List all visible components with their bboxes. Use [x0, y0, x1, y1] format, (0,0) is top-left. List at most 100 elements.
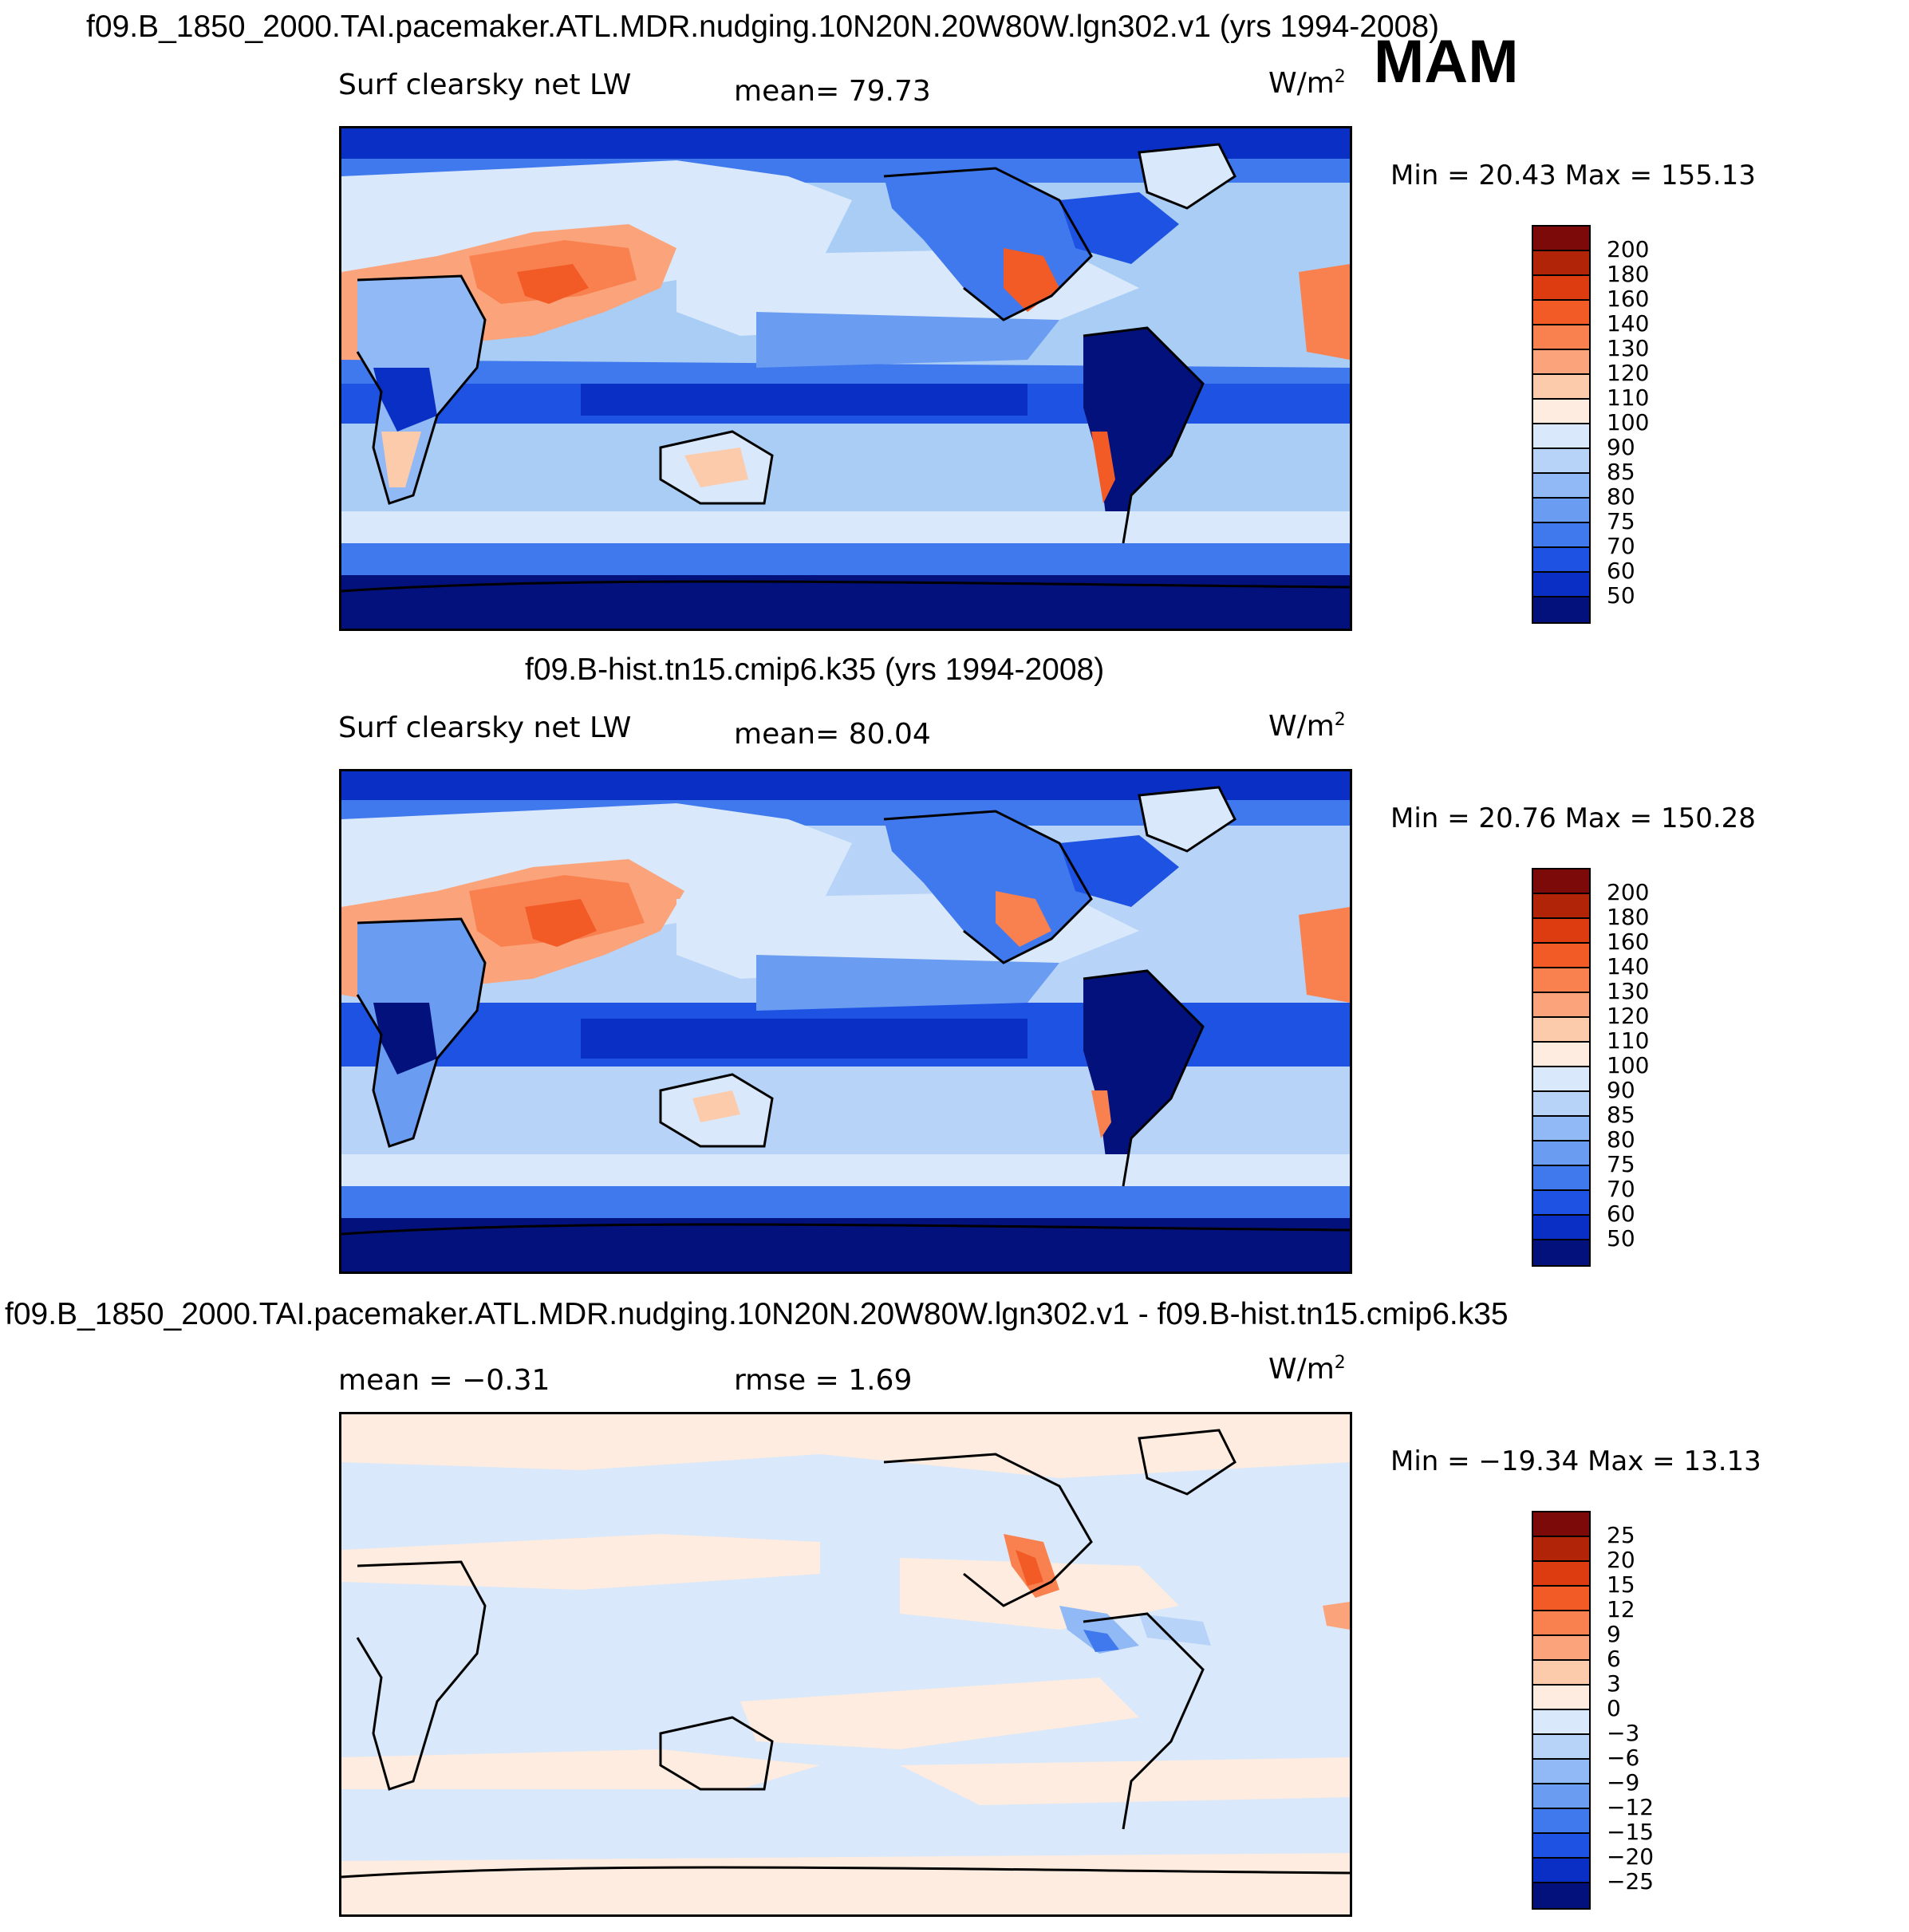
colorbar-label: −6 — [1607, 1745, 1640, 1771]
colorbar-label: 70 — [1607, 1176, 1635, 1202]
colorbar-segment — [1533, 1587, 1589, 1611]
colorbar-segment — [1533, 251, 1589, 276]
panel-1-units-text: W/m — [1268, 67, 1335, 100]
colorbar-label: 110 — [1607, 384, 1650, 411]
colorbar-segment — [1533, 523, 1589, 548]
panel-1-minmax: Min = 20.43 Max = 155.13 — [1390, 160, 1756, 191]
colorbar-label: 110 — [1607, 1027, 1650, 1054]
colorbar-segment — [1533, 869, 1589, 894]
colorbar-segment — [1533, 1686, 1589, 1710]
panel-3-units-text: W/m — [1268, 1353, 1335, 1386]
colorbar-segment — [1533, 1883, 1589, 1908]
panel-2-units-sup: 2 — [1334, 710, 1346, 730]
colorbar-label: 160 — [1607, 929, 1650, 955]
colorbar-segment — [1533, 1067, 1589, 1092]
colorbar-label: 140 — [1607, 310, 1650, 337]
colorbar-segment — [1533, 1735, 1589, 1760]
colorbar-label: 180 — [1607, 904, 1650, 930]
colorbar-segment — [1533, 499, 1589, 523]
colorbar-segment — [1533, 449, 1589, 474]
colorbar-segment — [1533, 1216, 1589, 1240]
colorbar-segment — [1533, 1141, 1589, 1166]
colorbar-segment — [1533, 573, 1589, 597]
colorbar-segment — [1533, 227, 1589, 251]
colorbar-segment — [1533, 1809, 1589, 1834]
colorbar-segment — [1533, 1562, 1589, 1587]
colorbar-segment — [1533, 375, 1589, 400]
colorbar-segment — [1533, 993, 1589, 1018]
colorbar-segment — [1533, 1760, 1589, 1784]
colorbar-segment — [1533, 1166, 1589, 1191]
panel-3-map-svg — [341, 1414, 1350, 1914]
colorbar-segment — [1533, 400, 1589, 424]
colorbar-label: 180 — [1607, 261, 1650, 287]
colorbar-label: 120 — [1607, 360, 1650, 386]
colorbar-label: 80 — [1607, 1126, 1635, 1153]
panel-2-units-text: W/m — [1268, 710, 1335, 743]
colorbar-segment — [1533, 919, 1589, 944]
colorbar-segment — [1533, 474, 1589, 499]
colorbar-segment — [1533, 1784, 1589, 1809]
colorbar-segment — [1533, 968, 1589, 993]
colorbar-label: 160 — [1607, 286, 1650, 312]
colorbar-label: 130 — [1607, 335, 1650, 361]
panel-1-units-sup: 2 — [1334, 67, 1346, 87]
colorbar-label: 85 — [1607, 459, 1635, 485]
panel-2-units: W/m2 — [1268, 710, 1346, 743]
colorbar-segment — [1533, 1092, 1589, 1117]
colorbar-label: −3 — [1607, 1720, 1640, 1746]
panel-1-title: f09.B_1850_2000.TAI.pacemaker.ATL.MDR.nu… — [86, 10, 1440, 44]
colorbar-label: −15 — [1607, 1819, 1655, 1845]
panel-2-map — [339, 769, 1352, 1274]
colorbar-label: −25 — [1607, 1868, 1655, 1895]
panel-3-units-sup: 2 — [1334, 1353, 1346, 1373]
colorbar-label: −9 — [1607, 1769, 1640, 1796]
panel-1-variable: Surf clearsky net LW — [338, 69, 632, 101]
colorbar-segment — [1533, 301, 1589, 325]
colorbar-label: 90 — [1607, 1077, 1635, 1103]
panel-2-variable: Surf clearsky net LW — [338, 712, 632, 744]
panel-2-title: f09.B-hist.tn15.cmip6.k35 (yrs 1994-2008… — [525, 653, 1105, 687]
colorbar-segment — [1533, 597, 1589, 622]
colorbar-segment — [1533, 1191, 1589, 1216]
colorbar-segment — [1533, 1834, 1589, 1859]
colorbar-segment — [1533, 1018, 1589, 1043]
colorbar-segment — [1533, 1859, 1589, 1883]
colorbar-label: 3 — [1607, 1670, 1621, 1697]
colorbar-segment — [1533, 1611, 1589, 1636]
colorbar-segment — [1533, 1661, 1589, 1686]
colorbar-label: 80 — [1607, 483, 1635, 510]
panel-3-rmse: rmse = 1.69 — [734, 1364, 913, 1397]
panel-3-title: f09.B_1850_2000.TAI.pacemaker.ATL.MDR.nu… — [5, 1297, 1509, 1331]
colorbar-label: 15 — [1607, 1571, 1635, 1598]
panel-3-mean: mean = −0.31 — [338, 1364, 550, 1397]
panel-1-mean: mean= 79.73 — [734, 75, 931, 108]
colorbar-segment — [1533, 424, 1589, 449]
colorbar-label: 100 — [1607, 409, 1650, 436]
panel-1-colorbar — [1532, 225, 1591, 624]
colorbar-segment — [1533, 1240, 1589, 1265]
colorbar-segment — [1533, 1117, 1589, 1141]
colorbar-label: 12 — [1607, 1596, 1635, 1622]
panel-3-units: W/m2 — [1268, 1353, 1346, 1386]
colorbar-label: 25 — [1607, 1522, 1635, 1548]
panel-3-minmax: Min = −19.34 Max = 13.13 — [1390, 1445, 1761, 1477]
colorbar-segment — [1533, 1636, 1589, 1661]
colorbar-label: 120 — [1607, 1003, 1650, 1029]
panel-2-map-svg — [341, 771, 1350, 1272]
panel-1-units: W/m2 — [1268, 67, 1346, 100]
colorbar-label: 50 — [1607, 1225, 1635, 1252]
panel-3-colorbar — [1532, 1511, 1591, 1910]
colorbar-label: 75 — [1607, 1151, 1635, 1177]
colorbar-segment — [1533, 350, 1589, 375]
colorbar-label: 75 — [1607, 508, 1635, 534]
colorbar-segment — [1533, 894, 1589, 919]
colorbar-segment — [1533, 944, 1589, 968]
colorbar-segment — [1533, 1537, 1589, 1562]
colorbar-segment — [1533, 548, 1589, 573]
colorbar-label: 20 — [1607, 1547, 1635, 1573]
colorbar-segment — [1533, 325, 1589, 350]
panel-3-map — [339, 1412, 1352, 1917]
colorbar-label: 60 — [1607, 1201, 1635, 1227]
colorbar-label: −20 — [1607, 1843, 1655, 1870]
